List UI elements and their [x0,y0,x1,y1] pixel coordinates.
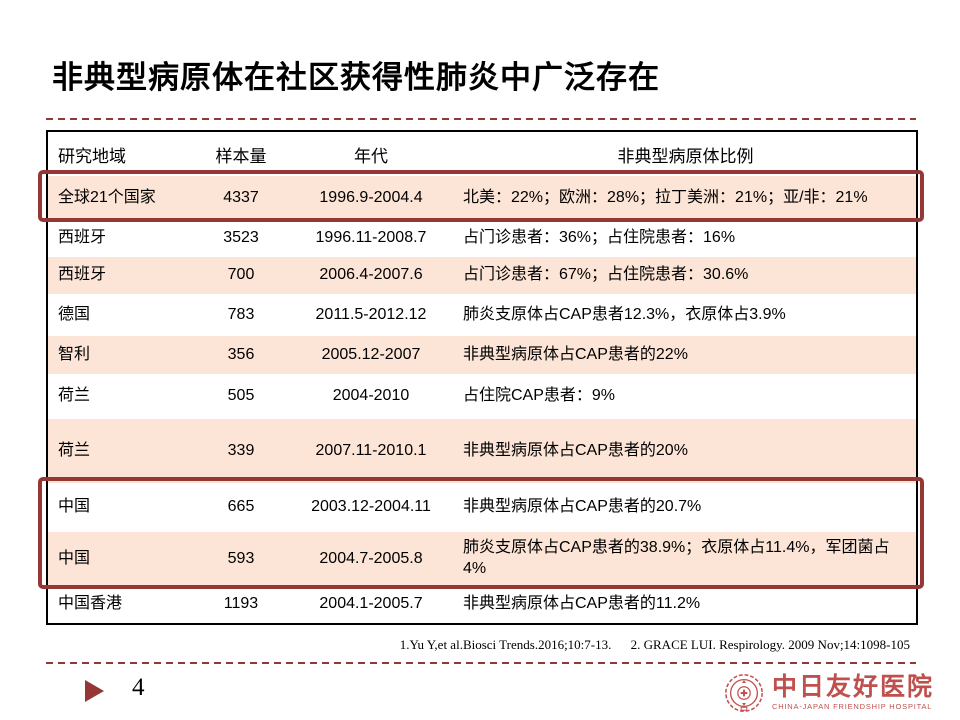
table-row: 德国 783 2011.5-2012.12 肺炎支原体占CAP患者12.3%，衣原体占… [47,294,917,336]
cell-sample: 339 [227,441,255,459]
cell-period: 2011.5-2012.12 [315,305,427,323]
cell-period: 2004.1-2005.7 [319,595,423,613]
cell-sample: 700 [227,266,255,284]
hospital-name-cn: 中日友好医院 [771,673,934,701]
cell-sample: 593 [227,549,255,567]
hospital-logo: 中日友好医院 CHINA-JAPAN FRIENDSHIP HOSPITAL [723,672,934,714]
cell-proportion: 占门诊患者：36%；占住院患者：16% [463,229,736,247]
cell-region: 荷兰 [58,387,91,405]
cell-sample: 356 [227,345,255,363]
cell-proportion: 肺炎支原体占CAP患者12.3%，衣原体占3.9% [463,305,786,323]
cell-proportion: 肺炎支原体占CAP患者的38.9%；衣原体占11.4%，军团菌占4% [463,539,890,577]
cell-period: 1996.11-2008.7 [315,229,427,247]
table-row: 荷兰 339 2007.11-2010.1 非典型病原体占CAP患者的20% [47,419,917,483]
header-sample: 样本量 [215,146,267,166]
cell-period: 2003.12-2004.11 [311,498,431,516]
cell-period: 1996.9-2004.4 [319,188,423,206]
cell-region: 中国 [58,498,91,516]
hospital-name-en: CHINA-JAPAN FRIENDSHIP HOSPITAL [771,702,933,712]
cell-region: 全球21个国家 [58,188,156,206]
cell-period: 2004.7-2005.8 [319,549,423,567]
reference-1: 1.Yu Y,et al.Biosci Trends.2016;10:7-13. [399,637,612,652]
references: 1.Yu Y,et al.Biosci Trends.2016;10:7-13.… [400,637,910,653]
cell-sample: 665 [227,498,255,516]
top-dashed-divider [46,118,916,120]
bottom-dashed-divider [46,662,916,664]
reference-2: 2. GRACE LUI. Respirology. 2009 Nov;14:1… [630,637,910,652]
table-row: 中国 593 2004.7-2005.8 肺炎支原体占CAP患者的38.9%；衣原体占… [47,532,917,586]
cell-sample: 505 [227,387,255,405]
table-row: 中国香港 1193 2004.1-2005.7 非典型病原体占CAP患者的11.2% [47,586,917,624]
cell-period: 2006.4-2007.6 [319,266,423,284]
slide-footer-arrow-icon [85,680,104,702]
hospital-emblem-icon [725,674,763,712]
table-row: 荷兰 505 2004-2010 占住院CAP患者：9% [47,374,917,419]
cell-proportion: 北美：22%；欧洲：28%；拉丁美洲：21%；亚/非：21% [463,188,868,206]
cell-sample: 783 [227,305,255,323]
cell-proportion: 占门诊患者：67%；占住院患者：30.6% [463,266,749,284]
header-period: 年代 [354,146,388,166]
page-title: 非典型病原体在社区获得性肺炎中广泛存在 [52,60,660,95]
table-row: 中国 665 2003.12-2004.11 非典型病原体占CAP患者的20.7% [47,483,917,532]
table-row: 全球21个国家 4337 1996.9-2004.4 北美：22%；欧洲：28%；拉丁… [47,176,917,220]
cell-region: 中国 [58,549,91,567]
cell-proportion: 非典型病原体占CAP患者的20% [463,441,688,459]
cell-proportion: 占住院CAP患者：9% [463,387,616,405]
cell-region: 德国 [58,305,91,323]
cell-period: 2005.12-2007 [321,345,421,363]
cell-sample: 4337 [223,188,259,206]
hospital-logo-text: 中日友好医院 CHINA-JAPAN FRIENDSHIP HOSPITAL [771,673,934,712]
cell-region: 荷兰 [58,441,91,459]
cell-sample: 1193 [223,595,259,613]
table-header-row: 研究地域 样本量 年代 非典型病原体比例 [47,131,917,176]
table-row: 西班牙 700 2006.4-2007.6 占门诊患者：67%；占住院患者：30.6% [47,257,917,294]
cell-proportion: 非典型病原体占CAP患者的22% [463,345,688,363]
cell-region: 智利 [58,345,91,363]
cell-region: 西班牙 [58,266,107,284]
table-row: 智利 356 2005.12-2007 非典型病原体占CAP患者的22% [47,336,917,374]
cell-period: 2007.11-2010.1 [315,441,427,459]
cell-period: 2004-2010 [332,387,410,405]
cell-sample: 3523 [223,229,259,247]
header-proportion: 非典型病原体比例 [617,146,754,166]
header-region: 研究地域 [58,146,126,166]
cell-region: 西班牙 [58,229,107,247]
cell-region: 中国香港 [58,595,123,613]
cell-proportion: 非典型病原体占CAP患者的20.7% [463,498,702,516]
table-row: 西班牙 3523 1996.11-2008.7 占门诊患者：36%；占住院患者：16% [47,220,917,257]
study-table: 研究地域 样本量 年代 非典型病原体比例 全球21个国家 4337 1996.9-2… [46,130,918,625]
cell-proportion: 非典型病原体占CAP患者的11.2% [463,595,701,613]
page-number: 4 [132,674,145,701]
